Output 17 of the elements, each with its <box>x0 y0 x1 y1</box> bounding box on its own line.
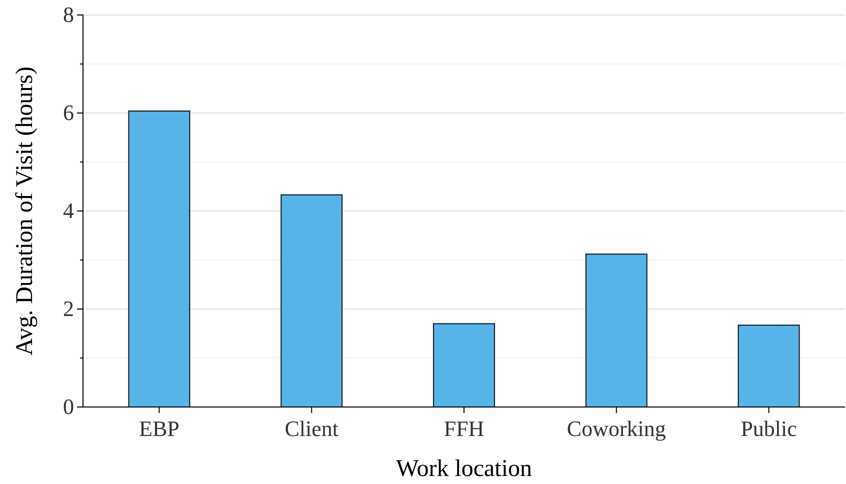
x-tick-label: Client <box>284 416 338 441</box>
y-tick-label: 2 <box>63 296 74 322</box>
x-tick-label: Coworking <box>566 416 666 441</box>
y-tick-label: 0 <box>63 394 74 420</box>
bar <box>738 324 800 408</box>
bar <box>585 254 648 408</box>
x-axis-title: Work location <box>396 456 532 482</box>
bar <box>433 323 495 408</box>
bar <box>280 194 343 408</box>
x-tick-label: FFH <box>444 416 484 441</box>
y-axis-title: Avg. Duration of Visit (hours) <box>12 66 38 356</box>
x-tick-label: Public <box>740 416 798 441</box>
x-tick-label: EBP <box>139 416 180 441</box>
y-tick-label: 8 <box>63 2 74 28</box>
bar <box>128 110 190 408</box>
y-tick-label: 4 <box>63 198 74 224</box>
y-tick-label: 6 <box>63 100 74 126</box>
